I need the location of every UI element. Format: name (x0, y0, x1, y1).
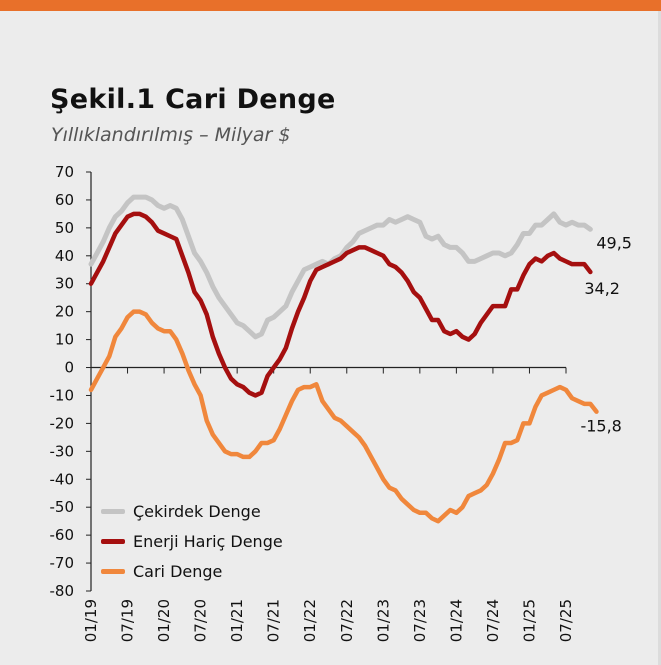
x-tick-label: 01/23 (374, 599, 392, 642)
series-line-current (88, 309, 599, 524)
y-tick-label: -30 (50, 442, 75, 460)
x-tick-label: 07/20 (192, 599, 210, 642)
legend-label-current: Cari Denge (133, 561, 223, 581)
legend-label-core: Çekirdek Denge (133, 501, 261, 521)
chart-axes (86, 171, 567, 592)
x-tick-label: 01/24 (447, 599, 465, 642)
y-tick-label: -60 (50, 526, 75, 544)
y-tick-label: -20 (50, 414, 75, 432)
x-tick-label: 07/24 (484, 599, 502, 642)
x-tick-label: 01/25 (520, 599, 538, 642)
y-tick-label: -10 (50, 386, 75, 404)
y-tick-label: -50 (50, 498, 75, 516)
x-tick-label: 01/20 (155, 599, 173, 642)
x-tick-label: 07/22 (338, 599, 356, 642)
y-tick-label: -40 (50, 470, 75, 488)
top-accent-bar (0, 0, 661, 11)
end-label-current: -15,8 (580, 417, 621, 436)
x-tick-label: 07/25 (557, 599, 575, 642)
y-axis-tick-labels: 70 60 50 40 30 20 10 0 -10 -20 -30 -40 -50 -60 -70 -80 (50, 163, 75, 600)
series-lines (88, 194, 599, 524)
y-tick-label: 50 (55, 219, 74, 237)
y-tick-label: 60 (55, 191, 74, 209)
y-tick-label: 0 (64, 359, 74, 377)
x-tick-label: 07/19 (119, 599, 137, 642)
y-tick-label: -80 (50, 582, 75, 600)
x-tick-label: 07/23 (411, 599, 429, 642)
legend-item-energy: Enerji Hariç Denge (101, 526, 283, 556)
right-edge-divider (658, 11, 661, 665)
y-tick-label: -70 (50, 554, 75, 572)
x-tick-label: 01/19 (82, 599, 100, 642)
y-tick-label: 10 (55, 331, 74, 349)
legend-swatch-current (101, 568, 125, 574)
chart-subtitle: Yıllıklandırılmış – Milyar $ (51, 124, 291, 146)
chart-legend: Çekirdek Denge Enerji Hariç Denge Cari D… (101, 496, 283, 586)
y-tick-label: 70 (55, 163, 74, 181)
y-tick-label: 20 (55, 303, 74, 321)
legend-swatch-core (101, 508, 125, 514)
y-tick-label: 30 (55, 275, 74, 293)
end-label-energy: 34,2 (584, 279, 620, 298)
end-label-core: 49,5 (596, 233, 632, 252)
x-tick-label: 01/21 (228, 599, 246, 642)
y-tick-label: 40 (55, 247, 74, 265)
legend-swatch-energy (101, 538, 125, 544)
series-line-core (88, 194, 593, 340)
x-axis-tick-labels: 01/19 07/19 01/20 07/20 01/21 07/21 01/22 07/22… (82, 599, 575, 642)
legend-item-current: Cari Denge (101, 556, 283, 586)
chart-title: Şekil.1 Cari Denge (50, 84, 336, 115)
x-tick-label: 07/21 (265, 599, 283, 642)
series-end-labels: 49,5 34,2 -15,8 (580, 233, 632, 435)
legend-label-energy: Enerji Hariç Denge (133, 531, 283, 551)
legend-item-core: Çekirdek Denge (101, 496, 283, 526)
x-tick-label: 01/22 (301, 599, 319, 642)
series-line-energy (88, 211, 593, 398)
